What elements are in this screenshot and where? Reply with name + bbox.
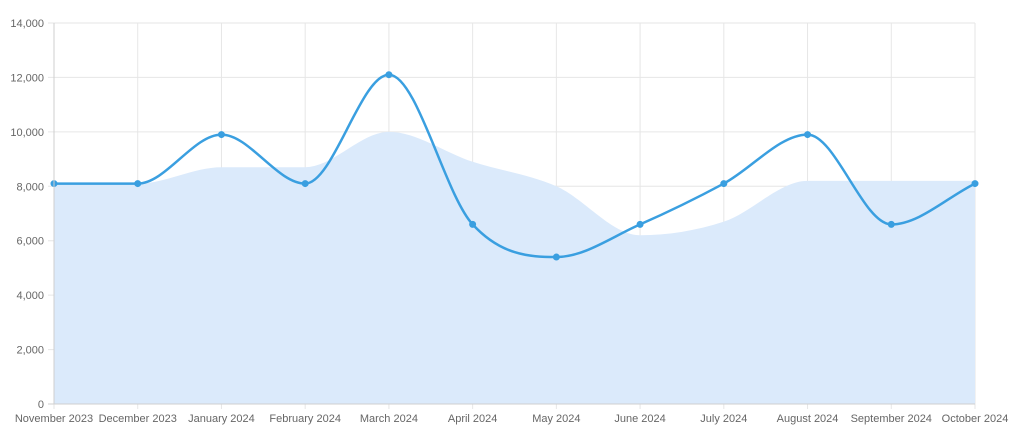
x-tick-label: October 2024	[942, 413, 1009, 425]
y-axis-tick-labels: 0 2,000 4,000 6,000 8,000 10,000 12,000 14,000	[10, 18, 44, 411]
area-series-layer	[54, 131, 975, 404]
x-tick-label: February 2024	[269, 413, 341, 425]
x-tick-label: January 2024	[188, 413, 255, 425]
x-tick-label: March 2024	[360, 413, 418, 425]
y-tick-label: 4,000	[16, 290, 44, 302]
data-point[interactable]	[804, 131, 812, 139]
data-point[interactable]	[971, 180, 979, 188]
y-tick-label: 8,000	[16, 181, 44, 193]
data-point[interactable]	[385, 71, 393, 79]
data-point[interactable]	[720, 180, 728, 188]
x-tick-label: April 2024	[448, 413, 498, 425]
data-point[interactable]	[301, 180, 309, 188]
x-tick-label: September 2024	[851, 413, 932, 425]
data-point[interactable]	[469, 220, 477, 228]
y-tick-label: 0	[38, 399, 44, 411]
y-tick-label: 2,000	[16, 345, 44, 357]
area-series	[54, 131, 975, 404]
x-tick-label: August 2024	[777, 413, 839, 425]
data-point[interactable]	[552, 253, 560, 261]
x-axis-tick-labels: November 2023 December 2023 January 2024 Fe…	[15, 413, 1008, 425]
x-tick-label: May 2024	[532, 413, 580, 425]
data-point[interactable]	[887, 220, 895, 228]
data-point[interactable]	[134, 180, 142, 188]
data-points-layer	[50, 71, 979, 261]
x-tick-label: December 2023	[99, 413, 177, 425]
x-tick-label: July 2024	[700, 413, 747, 425]
axis-layer	[48, 23, 975, 405]
x-tick-label: June 2024	[614, 413, 665, 425]
y-tick-label: 10,000	[10, 127, 44, 139]
data-point[interactable]	[636, 220, 644, 228]
x-tick-label: November 2023	[15, 413, 93, 425]
y-tick-label: 6,000	[16, 236, 44, 248]
y-tick-label: 14,000	[10, 18, 44, 30]
y-tick-label: 12,000	[10, 72, 44, 84]
data-point[interactable]	[217, 131, 225, 139]
